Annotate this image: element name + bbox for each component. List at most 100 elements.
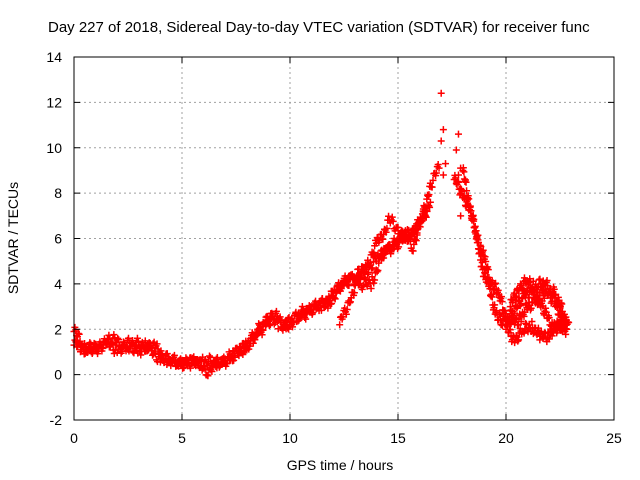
data-point	[208, 367, 216, 375]
data-point	[454, 130, 462, 138]
y-tick-label: 6	[54, 231, 62, 247]
data-point	[115, 336, 123, 344]
data-point	[279, 326, 287, 334]
data-point	[213, 354, 221, 362]
data-point	[296, 312, 304, 320]
data-point	[344, 278, 352, 286]
data-point	[316, 304, 324, 312]
data-point	[343, 306, 351, 314]
data-point	[170, 353, 178, 361]
y-tick-label: 0	[54, 367, 62, 383]
data-point	[474, 236, 482, 244]
data-point	[511, 309, 519, 317]
data-point	[153, 340, 161, 348]
x-tick-label: 25	[606, 430, 622, 446]
data-point	[437, 89, 445, 97]
data-point	[550, 285, 558, 293]
data-point	[298, 302, 306, 310]
data-point	[506, 303, 514, 311]
data-point	[354, 278, 362, 286]
data-point	[374, 267, 382, 275]
data-point	[367, 284, 375, 292]
data-point	[406, 237, 414, 245]
data-point	[388, 213, 396, 221]
data-point	[457, 164, 465, 172]
data-point	[361, 275, 369, 283]
data-point	[488, 293, 496, 301]
chart-title: Day 227 of 2018, Sidereal Day-to-day VTE…	[48, 19, 590, 36]
data-point	[428, 183, 436, 191]
data-point	[358, 285, 366, 293]
x-tick-label: 20	[498, 430, 514, 446]
data-point	[230, 356, 238, 364]
data-point	[389, 217, 397, 225]
data-point	[328, 299, 336, 307]
data-point	[200, 362, 208, 370]
data-point	[330, 294, 338, 302]
data-point	[365, 262, 373, 270]
data-point	[383, 224, 391, 232]
x-axis-label: GPS time / hours	[287, 457, 394, 473]
data-point	[394, 223, 402, 231]
y-tick-label: 12	[46, 94, 62, 110]
data-point	[350, 289, 358, 297]
y-tick-label: 10	[46, 140, 62, 156]
data-point	[241, 347, 249, 355]
data-point	[470, 217, 478, 225]
data-point	[514, 321, 522, 329]
data-point	[378, 254, 386, 262]
data-point	[249, 339, 257, 347]
data-point	[435, 164, 443, 172]
data-point	[253, 331, 261, 339]
data-point	[506, 326, 514, 334]
data-point	[478, 259, 486, 267]
data-point	[439, 171, 447, 179]
data-point	[303, 307, 311, 315]
data-point	[379, 235, 387, 243]
x-tick-label: 15	[390, 430, 406, 446]
data-point	[370, 249, 378, 257]
data-point	[204, 372, 212, 380]
data-point	[416, 223, 424, 231]
data-point	[465, 195, 473, 203]
data-point	[532, 288, 540, 296]
data-point	[158, 350, 166, 358]
data-point	[75, 330, 83, 338]
data-point	[515, 336, 523, 344]
data-point	[514, 337, 522, 345]
data-point	[114, 334, 122, 342]
data-point	[110, 331, 118, 339]
data-point	[285, 325, 293, 333]
data-point	[318, 295, 326, 303]
data-point	[410, 240, 418, 248]
data-point	[305, 302, 313, 310]
data-point	[76, 337, 84, 345]
data-point	[355, 273, 363, 281]
data-point	[418, 214, 426, 222]
data-point	[429, 176, 437, 184]
y-axis-ticks: -2 0 2 4 6 8 10 12 14	[46, 49, 614, 428]
data-point	[486, 285, 494, 293]
data-point	[292, 318, 300, 326]
data-point	[308, 310, 316, 318]
data-point	[526, 277, 534, 285]
data-point	[525, 294, 533, 302]
data-point	[512, 292, 520, 300]
data-point	[434, 161, 442, 169]
data-point	[369, 250, 377, 258]
data-point	[141, 337, 149, 345]
data-point	[177, 355, 185, 363]
data-point	[562, 330, 570, 338]
data-point	[246, 342, 254, 350]
data-point	[323, 299, 331, 307]
data-point	[535, 276, 543, 284]
data-point	[276, 313, 284, 321]
data-point	[460, 168, 468, 176]
data-point	[162, 351, 170, 359]
data-point	[545, 314, 553, 322]
data-point	[422, 203, 430, 211]
data-point	[72, 326, 80, 334]
data-point	[237, 349, 245, 357]
data-point	[385, 212, 393, 220]
